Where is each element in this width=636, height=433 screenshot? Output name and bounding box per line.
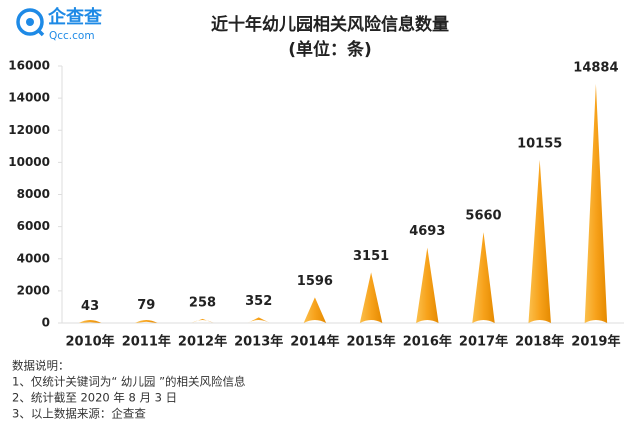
x-tick-label: 2016年	[403, 334, 452, 350]
x-tick-label: 2010年	[66, 334, 115, 350]
y-tick-label: 10000	[8, 155, 50, 169]
x-tick-label: 2017年	[459, 334, 508, 350]
notes: 数据说明： 1、仅统计关键词为“ 幼儿园 ”的相关风险信息 2、统计截至 2020 …	[12, 359, 246, 421]
logo-tail	[36, 28, 45, 37]
note-line: 2、统计截至 2020 年 8 月 3 日	[12, 391, 177, 405]
x-tick-label: 2011年	[122, 334, 171, 350]
note-line: 1、仅统计关键词为“ 幼儿园 ”的相关风险信息	[12, 375, 246, 389]
data-label: 3151	[353, 249, 389, 264]
x-tick-label: 2015年	[347, 334, 396, 350]
logo-dot	[26, 18, 34, 26]
bar	[303, 297, 327, 323]
data-label: 14884	[573, 60, 618, 75]
data-label: 79	[137, 298, 155, 313]
chart-title: 近十年幼儿园相关风险信息数量	[211, 14, 449, 35]
bar	[78, 320, 102, 323]
bar	[416, 247, 439, 323]
y-tick-label: 6000	[17, 219, 50, 233]
bar	[247, 317, 270, 323]
x-tick-label: 2019年	[571, 334, 620, 350]
y-tick-label: 4000	[17, 251, 50, 265]
y-tick-label: 16000	[8, 59, 50, 73]
data-label: 4693	[409, 224, 445, 239]
bar	[135, 320, 158, 323]
y-tick-label: 12000	[8, 123, 50, 137]
note-line: 3、以上数据来源：企查查	[12, 407, 146, 421]
bar	[584, 83, 608, 323]
x-tick-label: 2012年	[178, 334, 227, 350]
logo-site: Qcc.com	[49, 30, 95, 42]
note-line: 数据说明：	[12, 359, 70, 373]
bar	[472, 232, 495, 323]
bar	[191, 318, 214, 323]
bar	[528, 159, 551, 323]
data-label: 1596	[297, 274, 333, 289]
logo: 企查查 Qcc.com	[16, 6, 102, 42]
bar	[359, 272, 383, 323]
data-label: 43	[81, 299, 99, 314]
logo-name: 企查查	[47, 6, 102, 28]
x-tick-label: 2014年	[290, 334, 339, 350]
data-label: 5660	[465, 209, 501, 224]
chart-subtitle: (单位：条)	[288, 39, 372, 60]
data-label: 352	[245, 294, 272, 309]
x-tick-label: 2013年	[234, 334, 283, 350]
x-tick-label: 2018年	[515, 334, 564, 350]
data-label: 258	[189, 295, 216, 310]
logo-icon	[16, 8, 44, 36]
data-label: 10155	[517, 136, 562, 151]
y-tick-label: 8000	[17, 187, 50, 201]
y-tick-label: 2000	[17, 283, 50, 297]
y-tick-label: 14000	[8, 91, 50, 105]
y-tick-label: 0	[42, 316, 50, 330]
